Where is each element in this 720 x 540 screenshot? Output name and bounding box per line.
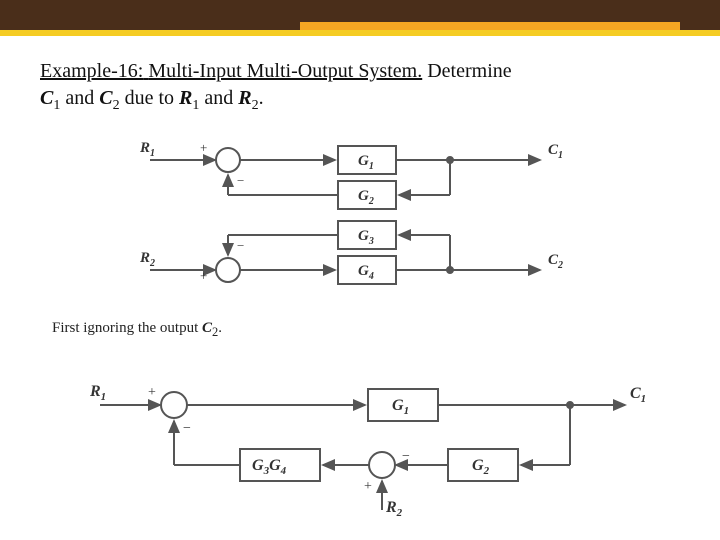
svg-text:+: +	[200, 140, 207, 155]
svg-text:+: +	[364, 479, 372, 494]
title-and1: and	[60, 87, 99, 109]
title-R2-sub: 2	[252, 98, 259, 113]
svg-text:R2: R2	[140, 250, 155, 269]
svg-text:−: −	[183, 421, 191, 436]
svg-text:−: −	[237, 238, 244, 253]
title-main: Multi-Input Multi-Output System.	[148, 60, 422, 82]
title-C1: C	[40, 87, 53, 109]
slide-title: Example-16: Multi-Input Multi-Output Sys…	[40, 58, 690, 116]
slide-header	[0, 0, 720, 38]
title-C2-sub: 2	[113, 98, 120, 113]
title-R1: R	[179, 87, 192, 109]
svg-text:R1: R1	[140, 140, 155, 159]
header-yellow-bar	[0, 30, 720, 36]
svg-text:−: −	[402, 449, 410, 464]
block-diagram-2: R1 R2 C1 G1 G2 G3G4 + − − +	[90, 370, 650, 520]
svg-text:+: +	[148, 385, 156, 400]
caption2-dot: .	[218, 320, 222, 336]
svg-text:R1: R1	[90, 383, 106, 403]
title-example: Example-16:	[40, 60, 143, 82]
svg-text:C1: C1	[548, 142, 563, 161]
svg-text:R2: R2	[385, 499, 403, 519]
title-and2: and	[199, 87, 238, 109]
caption-ignoring-c2: First ignoring the output C2.	[52, 320, 222, 340]
title-tail: Determine	[427, 60, 511, 82]
svg-text:+: +	[200, 268, 207, 283]
caption2-C: C	[202, 320, 212, 336]
block-diagram-1: R1 R2 C1 C2 G1 G2 G3 G4 + − + −	[140, 130, 580, 300]
title-C2: C	[99, 87, 112, 109]
caption2-a: First ignoring the output	[52, 320, 202, 336]
title-dot: .	[259, 87, 264, 109]
svg-text:−: −	[237, 173, 244, 188]
svg-text:C2: C2	[548, 252, 563, 271]
title-due: due to	[120, 87, 179, 109]
svg-text:C1: C1	[630, 385, 646, 405]
title-R2: R	[238, 87, 251, 109]
